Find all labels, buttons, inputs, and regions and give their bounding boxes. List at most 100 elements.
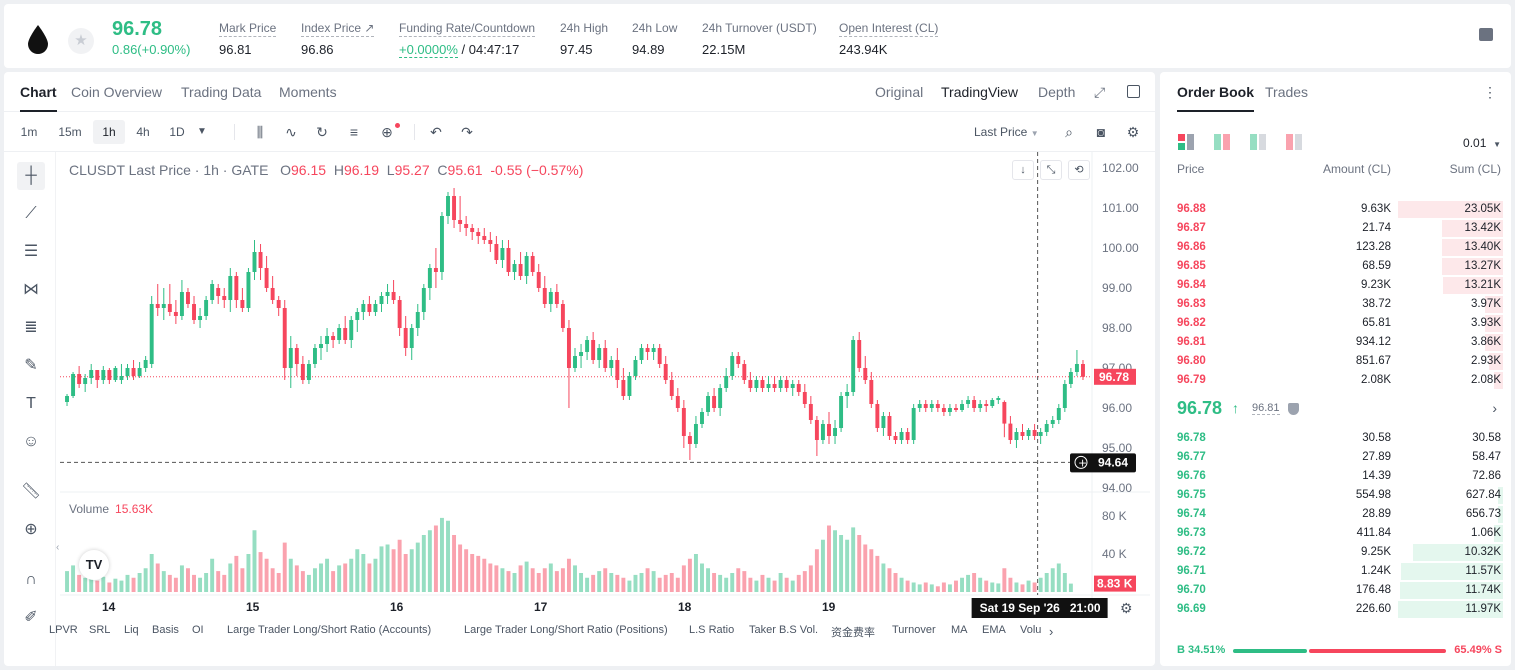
ask-row[interactable]: 96.85 68.59 13.27K: [1160, 257, 1511, 276]
ruler-icon[interactable]: 📏︎: [20, 483, 42, 500]
emoji-icon[interactable]: ☺: [22, 433, 40, 450]
indicator-turnover[interactable]: Turnover: [892, 624, 936, 636]
magnet-icon[interactable]: ∩: [25, 571, 37, 588]
expand-icon[interactable]: ⤢: [1094, 84, 1106, 100]
timeframe-1h[interactable]: 1h: [93, 120, 125, 144]
tradingview-logo[interactable]: TV: [79, 550, 109, 580]
chevron-right-icon[interactable]: ›: [1492, 400, 1497, 416]
book-mixed-icon[interactable]: [1214, 134, 1230, 150]
horizontal-lines-icon[interactable]: ☰: [23, 243, 39, 260]
indicator-taker-vol[interactable]: Taker B.S Vol.: [749, 624, 819, 636]
indicator-ema[interactable]: EMA: [982, 624, 1006, 636]
bid-row[interactable]: 96.75 554.98 627.84: [1160, 486, 1511, 505]
tab-trading-data[interactable]: Trading Data: [181, 84, 262, 100]
pattern-icon[interactable]: ⋈: [23, 281, 39, 298]
bid-row[interactable]: 96.78 30.58 30.58: [1160, 429, 1511, 448]
candlestick-chart[interactable]: 102.00101.00100.0099.0098.0097.0096.0095…: [60, 152, 1155, 666]
bid-row[interactable]: 96.70 176.48 11.74K: [1160, 581, 1511, 600]
tab-coin-overview[interactable]: Coin Overview: [71, 84, 163, 100]
tab-moments[interactable]: Moments: [279, 84, 337, 100]
view-depth[interactable]: Depth: [1038, 84, 1076, 100]
favorite-star-icon[interactable]: ★: [68, 28, 94, 54]
indicator-volume[interactable]: Volu: [1020, 624, 1042, 636]
candle-body: [500, 248, 505, 260]
order-price: 96.76: [1177, 470, 1206, 482]
redo-icon[interactable]: ↷: [461, 124, 473, 140]
undo-icon[interactable]: ↶: [430, 124, 442, 140]
bid-row[interactable]: 96.72 9.25K 10.32K: [1160, 543, 1511, 562]
indicator-oi[interactable]: OI: [192, 624, 204, 636]
crosshair-icon[interactable]: ┼: [17, 162, 45, 190]
search-icon[interactable]: ⌕: [1065, 124, 1073, 140]
indicator-lpvr[interactable]: LPVR: [49, 624, 78, 636]
window-icon[interactable]: [1127, 85, 1140, 98]
template-icon[interactable]: ≡: [349, 124, 359, 140]
chart-area[interactable]: 102.00 101.00 100.00 99.00 98.00 97.00 96.00 95…: [56, 152, 1155, 666]
indicator-ls-ratio[interactable]: L.S Ratio: [689, 624, 735, 636]
bid-row[interactable]: 96.74 28.89 656.73: [1160, 505, 1511, 524]
more-icon[interactable]: ⋮: [1483, 84, 1497, 100]
ask-row[interactable]: 96.79 2.08K 2.08K: [1160, 371, 1511, 390]
timeframe-4h[interactable]: 4h: [136, 125, 150, 139]
bid-row[interactable]: 96.73 411.84 1.06K: [1160, 524, 1511, 543]
brush-icon[interactable]: ✎: [24, 357, 38, 374]
ask-row[interactable]: 96.80 851.67 2.93K: [1160, 352, 1511, 371]
bid-row[interactable]: 96.71 1.24K 11.57K: [1160, 562, 1511, 581]
view-original[interactable]: Original: [875, 84, 924, 100]
indicator-ma[interactable]: MA: [951, 624, 968, 636]
timeframe-1m[interactable]: 1m: [20, 125, 38, 139]
volume-bar: [845, 539, 850, 592]
pencil-lock-icon[interactable]: ✐: [24, 609, 38, 626]
bid-row[interactable]: 96.77 27.89 58.47: [1160, 448, 1511, 467]
depth-bar: [1485, 334, 1503, 351]
order-sum: 58.47: [1472, 451, 1501, 463]
timeframe-15m[interactable]: 15m: [58, 125, 82, 139]
bid-row[interactable]: 96.76 14.39 72.86: [1160, 467, 1511, 486]
price-type-select[interactable]: Last Price ▼: [974, 125, 1039, 139]
book-bids-icon[interactable]: [1250, 134, 1266, 150]
add-alert-icon[interactable]: ⊕: [381, 124, 393, 140]
ask-row[interactable]: 96.84 9.23K 13.21K: [1160, 276, 1511, 295]
indicator-basis[interactable]: Basis: [152, 624, 179, 636]
indicator-funding[interactable]: 资金费率: [831, 627, 875, 639]
tab-trades[interactable]: Trades: [1265, 84, 1309, 100]
chevron-left-icon[interactable]: ‹: [56, 542, 60, 553]
book-both-icon[interactable]: [1178, 134, 1194, 150]
candle-type-icon[interactable]: ⫼: [256, 124, 264, 140]
ask-row[interactable]: 96.82 65.81 3.93K: [1160, 314, 1511, 333]
book-asks-icon[interactable]: [1286, 134, 1302, 150]
view-tradingview[interactable]: TradingView: [941, 84, 1019, 100]
volume-bar: [349, 558, 354, 592]
replay-icon[interactable]: ↻: [316, 124, 328, 140]
settings-gear-icon[interactable]: ⚙: [1120, 600, 1133, 616]
text-tool-icon[interactable]: T: [26, 395, 36, 412]
chevron-right-icon[interactable]: ›: [1049, 624, 1054, 639]
trend-line-icon[interactable]: ⟋: [25, 205, 37, 222]
ask-row[interactable]: 96.81 934.12 3.86K: [1160, 333, 1511, 352]
tab-chart[interactable]: Chart: [20, 84, 57, 112]
ask-row[interactable]: 96.87 21.74 13.42K: [1160, 219, 1511, 238]
indicators-icon[interactable]: ∿: [285, 124, 297, 140]
timeframe-1d[interactable]: 1D: [169, 125, 185, 139]
indicator-srl[interactable]: SRL: [89, 624, 111, 636]
indicator-liq[interactable]: Liq: [124, 624, 139, 636]
tab-order-book[interactable]: Order Book: [1177, 84, 1255, 112]
gear-icon[interactable]: ⚙: [1126, 124, 1140, 140]
tick-size-select[interactable]: 0.01 ▼: [1463, 136, 1501, 150]
fib-icon[interactable]: ≣: [24, 319, 38, 336]
collapse-icon[interactable]: ⤡: [1040, 160, 1062, 180]
indicator-ls-accounts[interactable]: Large Trader Long/Short Ratio (Accounts): [227, 624, 432, 636]
scroll-down-icon[interactable]: ↓: [1012, 160, 1034, 180]
bid-row[interactable]: 96.69 226.60 11.97K: [1160, 600, 1511, 619]
zoom-in-icon[interactable]: ⊕: [24, 521, 38, 538]
stat-index-price[interactable]: Index Price ↗ 96.86: [301, 21, 375, 57]
book-icon[interactable]: [1479, 28, 1493, 41]
reset-view-icon[interactable]: ⟲: [1068, 160, 1090, 180]
ask-row[interactable]: 96.86 123.28 13.40K: [1160, 238, 1511, 257]
order-amount: 123.28: [1355, 241, 1391, 253]
camera-icon[interactable]: ◙: [1096, 124, 1106, 140]
ask-row[interactable]: 96.88 9.63K 23.05K: [1160, 200, 1511, 219]
indicator-ls-positions[interactable]: Large Trader Long/Short Ratio (Positions…: [464, 624, 668, 636]
chevron-down-icon[interactable]: ▼: [197, 126, 207, 137]
ask-row[interactable]: 96.83 38.72 3.97K: [1160, 295, 1511, 314]
